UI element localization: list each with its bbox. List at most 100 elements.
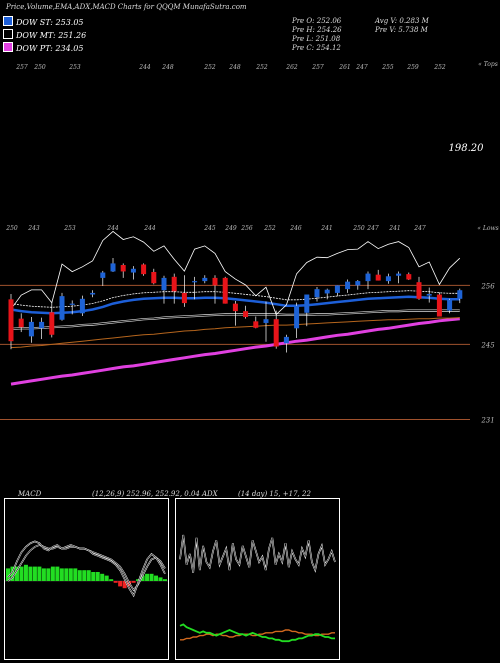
candle-down [8, 299, 14, 342]
plus-di-line [179, 623, 335, 643]
ema-st-line [10, 295, 460, 315]
adx-params: (14 day) 15, +17, 22 [238, 490, 311, 498]
macd-hist-bar [113, 581, 118, 583]
macd-hist-bar [32, 566, 37, 581]
candle-down [232, 303, 238, 312]
candle-down [171, 276, 177, 292]
candle-down [181, 292, 187, 304]
ohlc-close: Pre C: 254.12 [292, 44, 341, 52]
candle-up [334, 285, 340, 293]
candle-down [120, 265, 126, 272]
legend-dow-mt: DOW MT: 251.26 [3, 29, 86, 40]
macd-hist-bar [109, 579, 114, 581]
macd-hist-bar [136, 579, 141, 581]
top-marker-label: 248 [161, 64, 174, 71]
ohlc-low: Pre L: 251.08 [292, 35, 341, 43]
macd-hist-bar [122, 581, 127, 589]
macd-hist-bar [50, 566, 55, 581]
candle-up [365, 273, 371, 282]
candle-up [100, 272, 106, 278]
top-marker-label: 252 [433, 64, 446, 71]
candle-up [130, 268, 136, 273]
candle-up [457, 290, 463, 299]
level-label: 256 [480, 282, 495, 290]
macd-hist-bar [55, 566, 60, 581]
candle-up [314, 289, 320, 298]
top-marker-label: 259 [406, 64, 419, 71]
ema-long-line [10, 317, 460, 349]
candle-down [253, 321, 259, 328]
candle-up [396, 273, 402, 276]
adx-line [179, 534, 336, 573]
candle-down [406, 274, 412, 280]
ohlc-high: Pre H: 254.26 [292, 26, 342, 34]
legend-dow-pt: DOW PT: 234.05 [3, 42, 83, 53]
level-label: 231 [480, 417, 494, 425]
top-marker-label: 252 [203, 64, 216, 71]
macd-hist-bar [37, 566, 42, 581]
low-marker-label: 256 [240, 225, 253, 232]
low-marker-label: 247 [413, 225, 426, 232]
candle-up [28, 321, 34, 337]
macd-hist-bar [23, 564, 28, 581]
lows-side-label: « Lows [477, 225, 498, 232]
candle-up [385, 276, 391, 282]
low-marker-label: 241 [388, 225, 400, 232]
top-marker-label: 244 [138, 64, 151, 71]
macd-hist-bar [64, 568, 69, 581]
current-price-label: 198.20 [449, 143, 485, 154]
legend-swatch-pt [3, 42, 13, 52]
macd-hist-bar [149, 573, 154, 581]
top-marker-label: 257 [15, 64, 28, 71]
low-marker-label: 253 [63, 225, 76, 232]
low-marker-label: 243 [27, 225, 40, 232]
candle-up [79, 298, 85, 314]
candle-down [243, 311, 249, 318]
candle-up [202, 277, 208, 282]
candle-down [436, 294, 442, 317]
macd-line-core [7, 541, 166, 597]
legend-dow-st: DOW ST: 253.05 [3, 16, 84, 27]
macd-hist-bar [131, 581, 136, 583]
candle-down [18, 318, 24, 328]
low-marker-label: 250 [5, 225, 18, 232]
candle-up [283, 336, 289, 344]
candle-up [345, 281, 351, 290]
candle-up [294, 305, 300, 329]
ema-st-dotted-line [10, 290, 460, 308]
top-marker-label: 248 [228, 64, 241, 71]
macd-hist-bar [91, 572, 96, 581]
ohlc-open: Pre O: 252.06 [292, 17, 342, 25]
macd-hist-bar [41, 568, 46, 581]
macd-hist-bar [100, 573, 105, 581]
legend-label-st: DOW ST: 253.05 [16, 18, 84, 27]
macd-panel [4, 498, 169, 660]
candle-up [110, 263, 116, 272]
macd-hist-bar [145, 573, 150, 581]
candle-up [263, 319, 269, 323]
candle-down [151, 271, 157, 284]
price-chart: 256 245 231 257 250 253 244 248 252 248 252 262 257 2… [0, 61, 499, 425]
macd-hist-bar [163, 579, 167, 581]
legend-swatch-st [3, 16, 13, 26]
top-marker-label: 262 [285, 64, 298, 71]
macd-hist-bar [6, 568, 10, 581]
candle-up [447, 299, 453, 311]
candle-up [304, 294, 310, 313]
adx-chart [179, 534, 336, 643]
legend-swatch-mt [3, 29, 13, 39]
macd-params: (12,26,9) 252.96, 252.92, 0.04 [92, 490, 200, 498]
macd-hist-bar [10, 566, 15, 581]
pre-volume: Pre V: 5.738 M [375, 26, 428, 34]
top-marker-label: 257 [311, 64, 324, 71]
macd-hist-bar [86, 570, 91, 581]
top-marker-label: 253 [68, 64, 81, 71]
candle-down [212, 277, 218, 286]
macd-hist-bar [46, 568, 51, 581]
macd-hist-bar [77, 570, 82, 581]
candle-up [59, 296, 65, 320]
top-marker-label: 250 [33, 64, 46, 71]
chart-title: Price,Volume,EMA,ADX,MACD Charts for QQQ… [6, 3, 247, 11]
macd-hist-bar [28, 566, 33, 581]
macd-hist-bar [154, 575, 159, 581]
